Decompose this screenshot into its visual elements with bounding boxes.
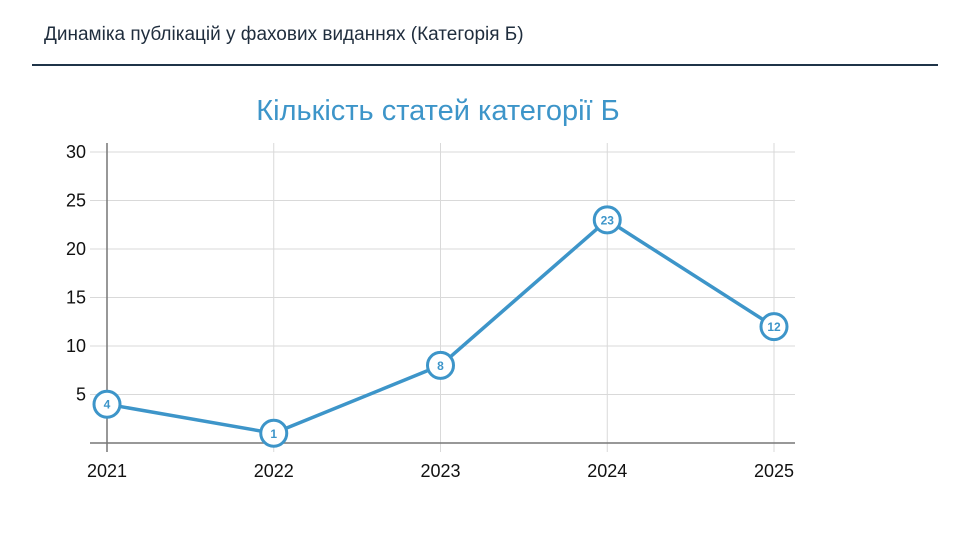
data-label: 23 xyxy=(601,213,615,227)
data-label: 4 xyxy=(104,398,111,412)
y-tick-label: 25 xyxy=(66,191,86,211)
data-label: 12 xyxy=(767,320,781,334)
x-tick-label: 2021 xyxy=(87,461,127,481)
x-tick-label: 2024 xyxy=(587,461,627,481)
data-point xyxy=(592,205,622,235)
data-point xyxy=(92,389,122,419)
data-point xyxy=(259,418,289,448)
y-tick-label: 15 xyxy=(66,288,86,308)
data-point xyxy=(759,312,789,342)
slide-title: Динаміка публікацій у фахових виданнях (… xyxy=(44,24,524,45)
x-tick-label: 2022 xyxy=(254,461,294,481)
y-tick-label: 30 xyxy=(66,142,86,162)
y-tick-label: 20 xyxy=(66,239,86,259)
data-points: 4 1 8 23 12 xyxy=(92,205,789,448)
data-label: 1 xyxy=(270,427,277,441)
y-tick-label: 5 xyxy=(76,385,86,405)
grid xyxy=(90,143,795,452)
y-tick-label: 10 xyxy=(66,336,86,356)
title-divider xyxy=(32,64,938,66)
x-tick-label: 2023 xyxy=(420,461,460,481)
chart-title: Кількість статей категорії Б xyxy=(256,95,620,127)
x-tick-label: 2025 xyxy=(754,461,794,481)
data-label: 8 xyxy=(437,359,444,373)
data-point xyxy=(426,350,455,380)
